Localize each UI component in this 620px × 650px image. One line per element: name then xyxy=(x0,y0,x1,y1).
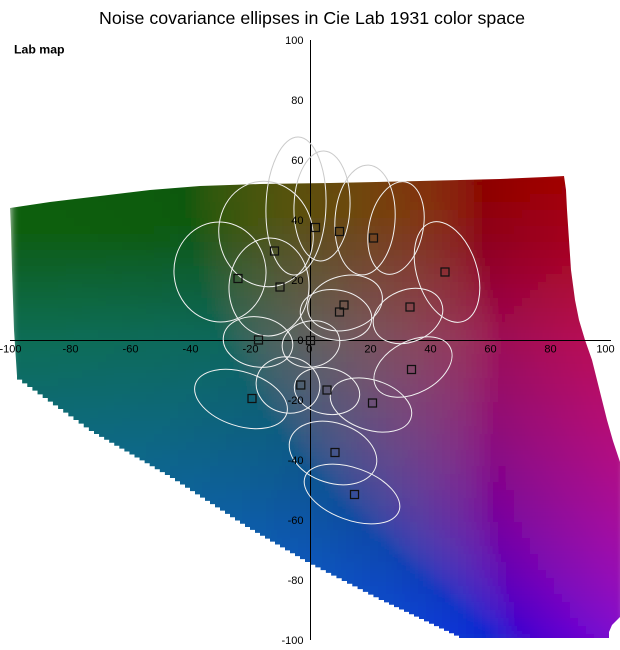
svg-text:60: 60 xyxy=(484,344,496,356)
svg-text:20: 20 xyxy=(291,275,303,287)
svg-text:Lab map: Lab map xyxy=(14,43,65,57)
svg-text:Noise covariance ellipses in C: Noise covariance ellipses in Cie Lab 193… xyxy=(99,8,525,28)
svg-text:-80: -80 xyxy=(63,344,79,356)
svg-text:-100: -100 xyxy=(281,635,303,647)
svg-text:-20: -20 xyxy=(288,395,304,407)
svg-text:-40: -40 xyxy=(288,455,304,467)
svg-text:80: 80 xyxy=(544,344,556,356)
svg-text:40: 40 xyxy=(291,215,303,227)
svg-text:100: 100 xyxy=(596,344,614,356)
svg-text:100: 100 xyxy=(285,35,303,47)
svg-text:20: 20 xyxy=(364,344,376,356)
svg-text:0: 0 xyxy=(306,344,312,356)
svg-text:80: 80 xyxy=(291,95,303,107)
svg-text:-60: -60 xyxy=(288,515,304,527)
svg-text:-60: -60 xyxy=(123,344,139,356)
svg-text:60: 60 xyxy=(291,155,303,167)
svg-text:-80: -80 xyxy=(288,575,304,587)
svg-text:-40: -40 xyxy=(183,344,199,356)
svg-text:0: 0 xyxy=(297,335,303,347)
svg-text:40: 40 xyxy=(424,344,436,356)
svg-text:-100: -100 xyxy=(0,344,22,356)
svg-text:-20: -20 xyxy=(243,344,259,356)
